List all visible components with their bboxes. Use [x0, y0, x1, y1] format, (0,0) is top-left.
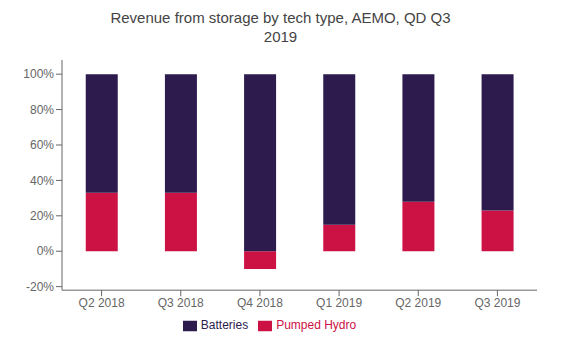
svg-text:0%: 0% — [37, 244, 55, 258]
svg-text:60%: 60% — [30, 138, 54, 152]
svg-text:Q4 2018: Q4 2018 — [237, 296, 283, 310]
html-text:Batteries: Batteries — [200, 318, 249, 333]
svg-text:40%: 40% — [30, 174, 54, 188]
svg-text:Q3 2019: Q3 2019 — [474, 296, 520, 310]
svg-text:100%: 100% — [23, 67, 54, 81]
svg-text:Q3 2018: Q3 2018 — [158, 296, 204, 310]
html-text:Pumped Hydro: Pumped Hydro — [276, 318, 357, 333]
svg-text:80%: 80% — [30, 103, 54, 117]
svg-text:Q1 2019: Q1 2019 — [316, 296, 362, 310]
svg-text:Q2 2018: Q2 2018 — [79, 296, 125, 310]
svg-text:-20%: -20% — [26, 280, 54, 294]
svg-text:Q2 2019: Q2 2019 — [395, 296, 441, 310]
html-text:Revenue from storage by tech t: Revenue from storage by tech type, AEMO,… — [110, 9, 451, 45]
svg-text:20%: 20% — [30, 209, 54, 223]
